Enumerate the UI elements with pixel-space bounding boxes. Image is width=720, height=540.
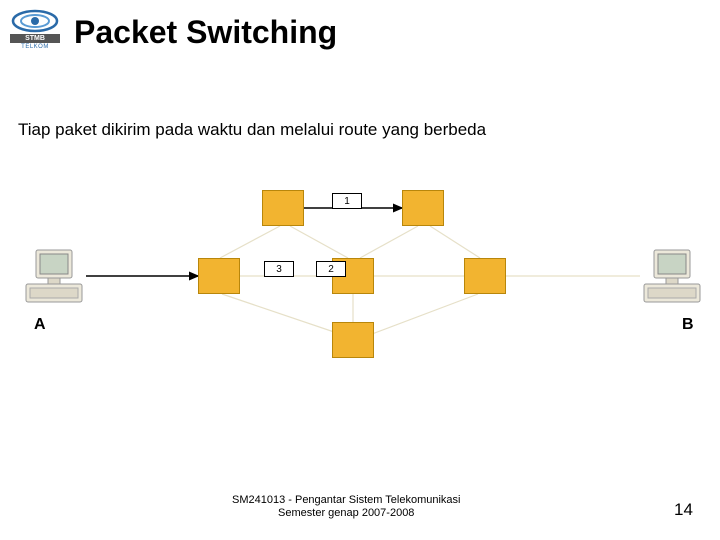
router-node xyxy=(464,258,506,294)
comp-a xyxy=(22,248,86,311)
footer-line2: Semester genap 2007-2008 xyxy=(232,507,460,520)
endpoint-label: B xyxy=(682,316,694,334)
network-diagram: 1 3 2 A B xyxy=(0,0,720,540)
router-node xyxy=(262,190,304,226)
packet-label: 1 xyxy=(332,193,362,209)
router-node xyxy=(332,322,374,358)
footer-line1: SM241013 - Pengantar Sistem Telekomunika… xyxy=(232,494,460,507)
packet-label: 3 xyxy=(264,261,294,277)
comp-b xyxy=(640,248,704,311)
packet-label: 2 xyxy=(316,261,346,277)
endpoint-label: A xyxy=(34,316,46,334)
page-number: 14 xyxy=(674,500,693,520)
router-node xyxy=(198,258,240,294)
router-node xyxy=(402,190,444,226)
slide-footer: SM241013 - Pengantar Sistem Telekomunika… xyxy=(232,494,460,520)
